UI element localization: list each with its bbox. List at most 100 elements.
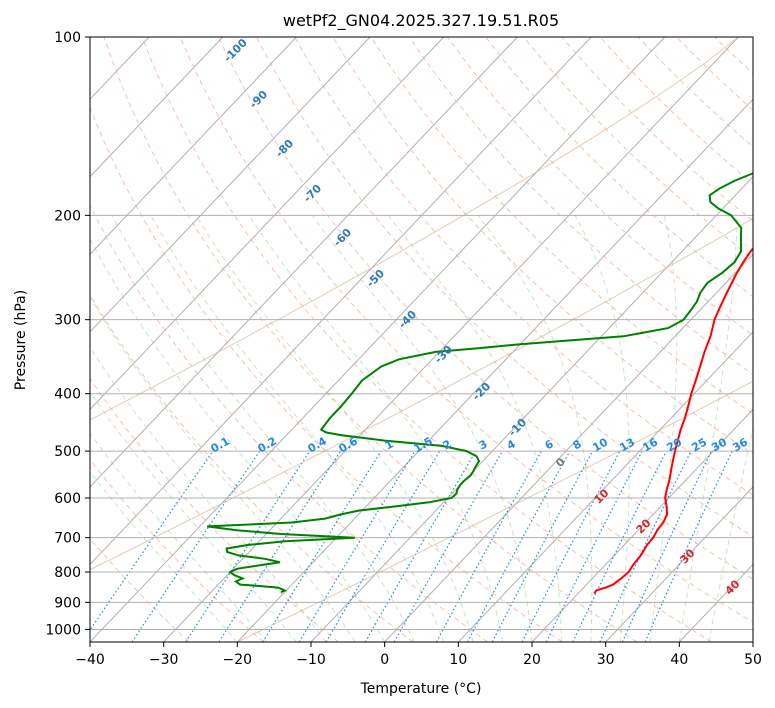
mixing-ratio-line	[466, 450, 571, 642]
isotherm-line	[163, 37, 739, 642]
pressure-gridlines	[90, 37, 753, 630]
mixing-ratio-line	[131, 450, 261, 642]
line-labels: -100-90-80-70-60-50-40-30-20-10010203040…	[209, 36, 751, 598]
profile-lines	[207, 172, 753, 595]
moist-adiabat-label: 40	[723, 577, 743, 597]
isotherm-line	[90, 37, 297, 256]
y-tick-label: 900	[54, 595, 81, 611]
dry-adiabat-label: -20	[470, 380, 493, 403]
dry-adiabat-label: -40	[396, 308, 419, 331]
dry-adiabat-label: -80	[273, 137, 296, 160]
mixing-ratio-label: 3	[477, 437, 490, 452]
moist-adiabat-line	[678, 215, 738, 642]
isotherm-line	[90, 37, 445, 411]
moist-adiabat-line	[90, 470, 238, 642]
moist-adiabat-line	[574, 215, 630, 642]
y-tick-label: 1000	[45, 622, 81, 638]
x-axis-label: Temperature (°C)	[360, 681, 482, 697]
x-tick-label: −20	[223, 652, 253, 668]
y-tick-label: 800	[54, 565, 81, 581]
profile-series-line	[207, 172, 753, 594]
isotherm-line	[90, 37, 371, 333]
x-axis: −40 −30 −20 −10 0 10 20 30 40 50	[75, 642, 762, 668]
dry-adiabat-line	[90, 458, 264, 642]
mixing-ratio-line	[393, 450, 504, 642]
mixing-ratio-line	[521, 450, 621, 642]
moist-adiabat-line	[649, 215, 678, 642]
isotherm-line	[384, 253, 753, 642]
y-tick-label: 700	[54, 531, 81, 547]
dry-adiabat-label: -10	[506, 416, 529, 439]
dry-adiabat-line	[90, 204, 488, 642]
moist-adiabat-line	[477, 215, 593, 642]
isotherm-line	[457, 331, 753, 642]
dry-adiabat-line	[103, 37, 638, 642]
background-lines	[0, 37, 753, 642]
dry-adiabat-line	[294, 37, 753, 496]
moist-adiabat-line	[90, 432, 268, 642]
mixing-ratio-line	[644, 450, 733, 642]
dry-adiabat-line	[179, 37, 753, 623]
dry-adiabat-line	[637, 37, 753, 148]
moist-adiabat-label: 20	[634, 516, 654, 536]
dry-adiabat-label: -30	[432, 343, 455, 366]
mixing-ratio-line	[298, 450, 416, 642]
moist-adiabat-line	[90, 346, 327, 642]
moist-adiabat-line	[708, 425, 753, 642]
mixing-ratio-line	[545, 450, 643, 642]
isotherm-line	[605, 486, 753, 642]
mixing-ratio-line	[364, 450, 477, 642]
mixing-ratio-line	[621, 450, 713, 642]
reference-curve	[90, 37, 739, 421]
y-axis: 100 200 300 400 500 600 700 800 900 1000	[45, 30, 90, 638]
moist-adiabat-line	[195, 215, 474, 642]
dry-adiabat-line	[523, 37, 753, 260]
x-tick-label: −40	[75, 652, 105, 668]
reference-curve	[237, 380, 753, 642]
moist-adiabat-line	[111, 215, 415, 642]
y-tick-label: 600	[54, 491, 81, 507]
dry-adiabat-label: -70	[301, 182, 324, 205]
isotherm-line	[0, 37, 75, 642]
x-tick-label: −10	[296, 652, 326, 668]
moist-adiabat-line	[388, 214, 562, 642]
x-tick-label: 10	[449, 652, 467, 668]
y-tick-label: 200	[54, 208, 81, 224]
mixing-ratio-line	[572, 450, 667, 642]
dry-adiabat-line	[90, 106, 563, 642]
moist-adiabat-line	[248, 215, 503, 642]
x-tick-label: −30	[149, 652, 179, 668]
moist-adiabat-line	[311, 215, 533, 642]
dry-adiabat-label: -100	[221, 36, 250, 65]
mixing-ratio-label: 0.1	[209, 434, 232, 455]
isotherm-line	[752, 641, 753, 642]
plot-frame	[89, 36, 754, 643]
mixing-ratio-line	[435, 450, 542, 642]
y-tick-label: 100	[54, 30, 81, 46]
mixing-ratio-line	[90, 450, 214, 631]
x-tick-label: 0	[380, 652, 389, 668]
isotherm-line	[90, 37, 592, 566]
dry-adiabat-label: -90	[247, 88, 270, 111]
moist-adiabat-line	[90, 237, 386, 642]
moist-adiabat-line	[150, 215, 445, 642]
x-tick-label: 40	[670, 652, 688, 668]
profile-series-line	[593, 246, 753, 595]
isotherm-line	[90, 37, 224, 178]
mixing-ratio-label: 0.4	[306, 434, 330, 455]
x-tick-label: 20	[523, 652, 541, 668]
mixing-ratio-line	[185, 450, 311, 642]
dry-adiabat-line	[90, 377, 339, 642]
moist-adiabat-line	[90, 391, 297, 642]
dry-adiabat-line	[141, 37, 712, 642]
mixing-ratio-label: 2	[441, 437, 454, 452]
y-tick-label: 400	[54, 387, 81, 403]
mixing-ratio-line	[325, 450, 441, 642]
dry-adiabat-line	[256, 37, 753, 538]
isotherm-line	[236, 98, 753, 642]
x-tick-label: 50	[744, 652, 762, 668]
mixing-ratio-label: 4	[505, 437, 518, 452]
isotherm-line	[90, 37, 518, 488]
